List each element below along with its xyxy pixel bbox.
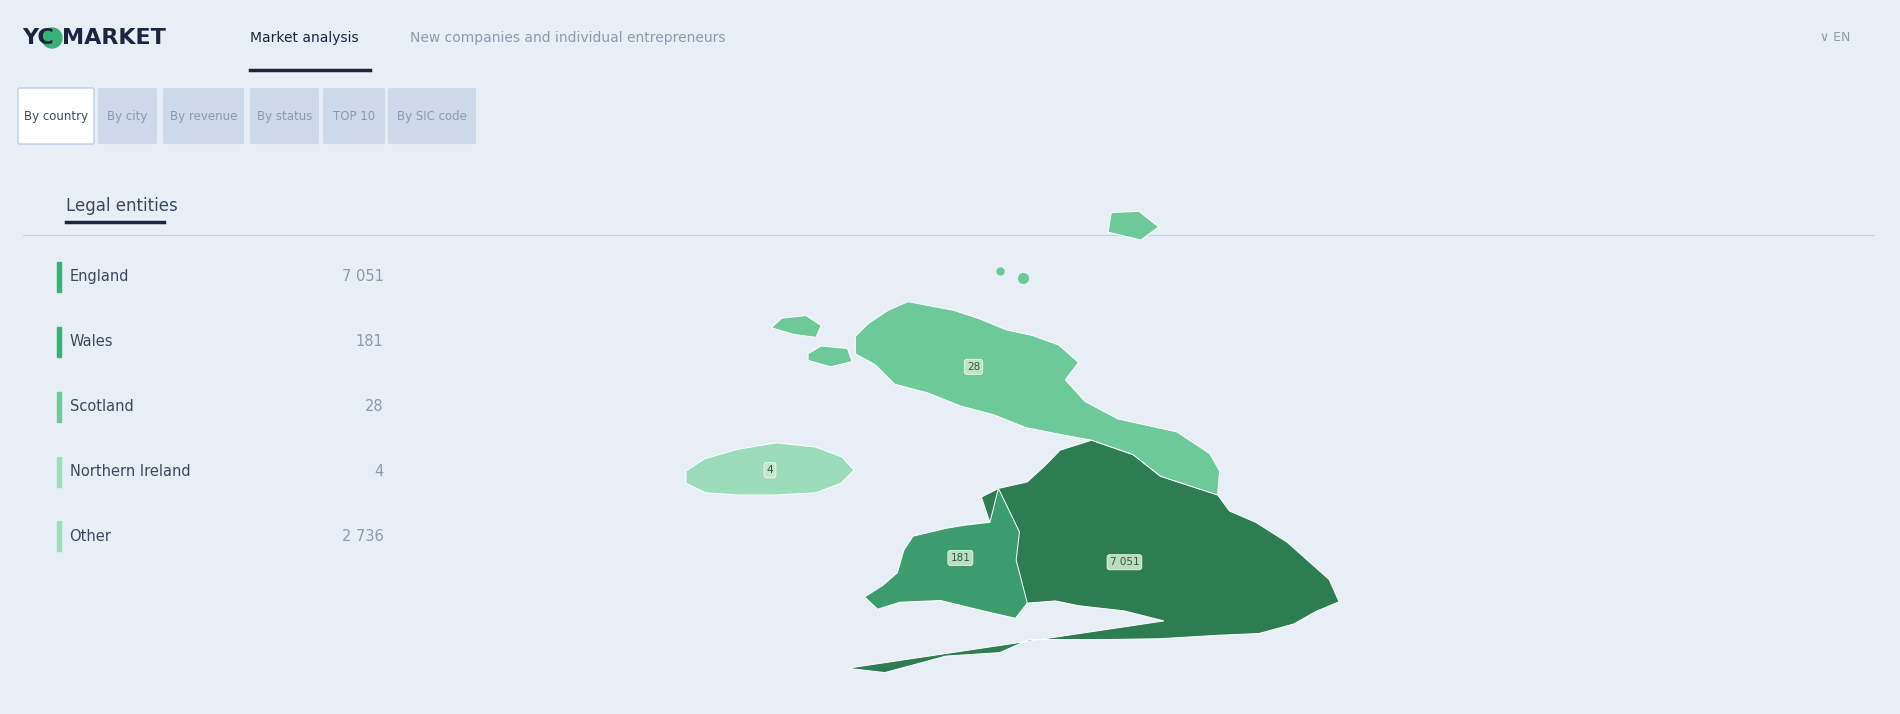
Polygon shape [864, 488, 1028, 618]
Circle shape [42, 28, 63, 48]
Polygon shape [1108, 211, 1159, 240]
Bar [57, 392, 61, 422]
Bar [57, 327, 61, 357]
Polygon shape [686, 443, 853, 495]
Text: By status: By status [256, 109, 312, 123]
Text: 4: 4 [768, 466, 773, 476]
Text: Legal entities: Legal entities [66, 197, 177, 215]
Text: TOP 10: TOP 10 [332, 109, 374, 123]
Text: New companies and individual entrepreneurs: New companies and individual entrepreneu… [410, 31, 726, 45]
Bar [57, 456, 61, 486]
Text: Northern Ireland: Northern Ireland [70, 464, 190, 479]
FancyBboxPatch shape [163, 88, 243, 144]
Text: 4: 4 [374, 464, 384, 479]
FancyBboxPatch shape [17, 88, 93, 144]
FancyBboxPatch shape [323, 88, 386, 144]
Text: 181: 181 [355, 334, 384, 349]
Text: 181: 181 [950, 553, 971, 563]
Text: ∨ EN: ∨ EN [1820, 31, 1851, 44]
Text: 28: 28 [967, 362, 980, 372]
Text: 28: 28 [365, 399, 384, 414]
Text: 7 051: 7 051 [1110, 557, 1140, 568]
Text: MARKET: MARKET [63, 28, 165, 48]
Text: 2 736: 2 736 [342, 529, 384, 544]
Bar [57, 521, 61, 551]
Text: Scotland: Scotland [70, 399, 133, 414]
Polygon shape [855, 301, 1220, 495]
FancyBboxPatch shape [251, 88, 319, 144]
Polygon shape [808, 346, 851, 367]
FancyBboxPatch shape [388, 88, 477, 144]
FancyBboxPatch shape [99, 88, 158, 144]
Text: By city: By city [106, 109, 148, 123]
Text: By country: By country [25, 109, 87, 123]
Text: Market analysis: Market analysis [251, 31, 359, 45]
Text: Wales: Wales [70, 334, 114, 349]
Text: Other: Other [70, 529, 112, 544]
Text: By revenue: By revenue [169, 109, 238, 123]
Text: 7 051: 7 051 [342, 269, 384, 284]
Text: By SIC code: By SIC code [397, 109, 467, 123]
Bar [57, 262, 61, 292]
Text: England: England [70, 269, 129, 284]
Text: YC: YC [23, 28, 53, 48]
Polygon shape [847, 441, 1340, 673]
Polygon shape [771, 316, 821, 337]
